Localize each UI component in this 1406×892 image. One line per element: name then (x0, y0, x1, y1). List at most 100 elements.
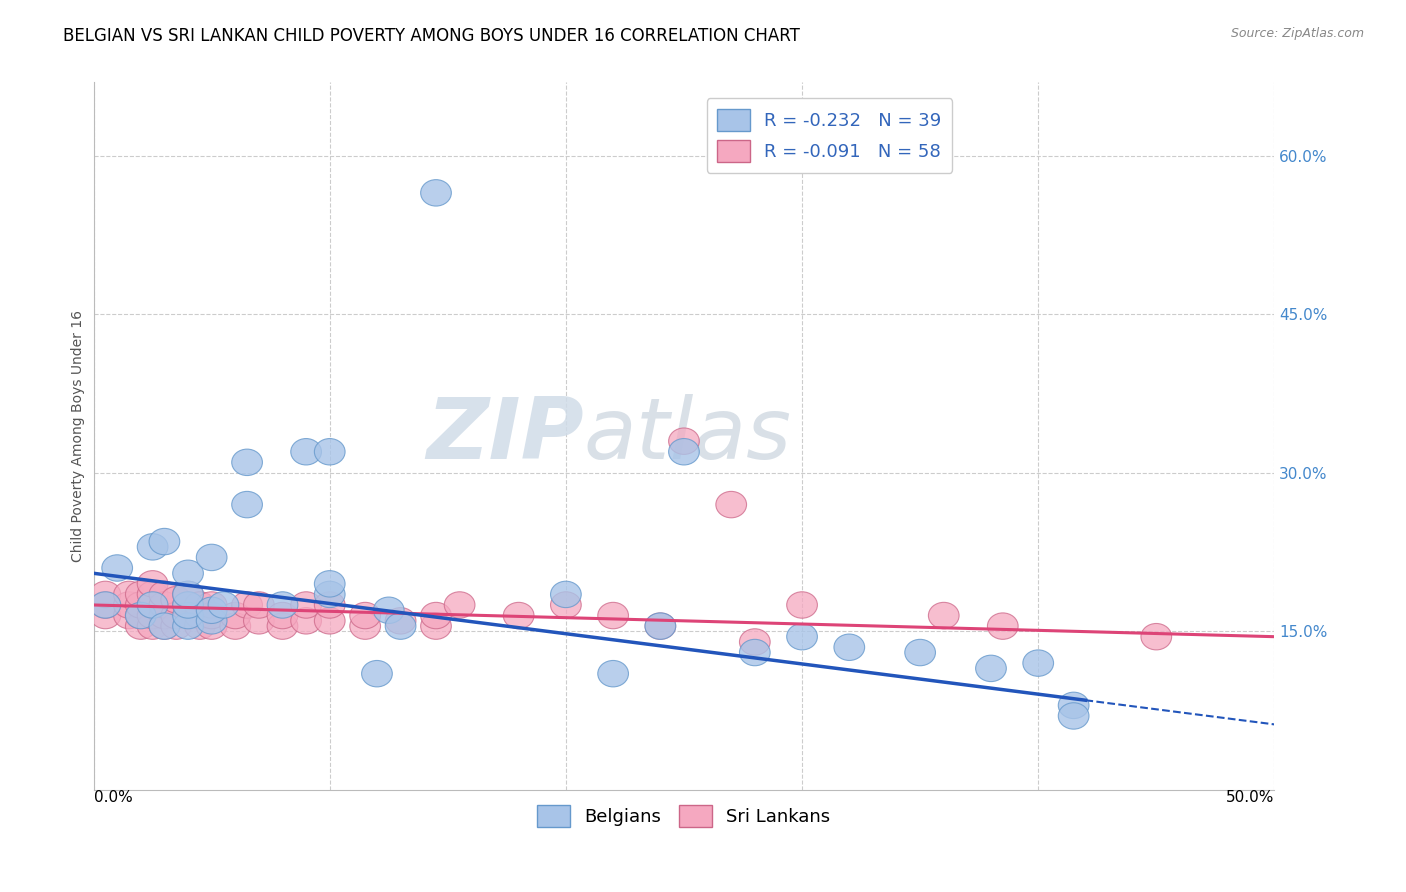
Ellipse shape (291, 439, 322, 465)
Ellipse shape (315, 607, 344, 634)
Ellipse shape (420, 602, 451, 629)
Ellipse shape (149, 591, 180, 618)
Ellipse shape (173, 602, 204, 629)
Ellipse shape (740, 629, 770, 656)
Ellipse shape (716, 491, 747, 517)
Legend: Belgians, Sri Lankans: Belgians, Sri Lankans (530, 797, 838, 834)
Ellipse shape (976, 656, 1007, 681)
Ellipse shape (197, 597, 226, 624)
Ellipse shape (1022, 650, 1053, 676)
Ellipse shape (1059, 692, 1090, 719)
Ellipse shape (149, 613, 180, 640)
Ellipse shape (101, 555, 132, 582)
Ellipse shape (385, 607, 416, 634)
Ellipse shape (197, 591, 226, 618)
Ellipse shape (787, 624, 817, 650)
Ellipse shape (243, 607, 274, 634)
Ellipse shape (787, 591, 817, 618)
Y-axis label: Child Poverty Among Boys Under 16: Child Poverty Among Boys Under 16 (72, 310, 86, 562)
Ellipse shape (138, 591, 167, 618)
Ellipse shape (669, 428, 699, 454)
Ellipse shape (905, 640, 935, 665)
Ellipse shape (374, 597, 404, 624)
Ellipse shape (208, 591, 239, 618)
Ellipse shape (350, 602, 381, 629)
Ellipse shape (149, 602, 180, 629)
Ellipse shape (232, 491, 263, 517)
Ellipse shape (740, 640, 770, 665)
Ellipse shape (219, 602, 250, 629)
Ellipse shape (125, 602, 156, 629)
Ellipse shape (173, 560, 204, 587)
Ellipse shape (184, 613, 215, 640)
Ellipse shape (138, 582, 167, 607)
Ellipse shape (420, 613, 451, 640)
Ellipse shape (125, 602, 156, 629)
Ellipse shape (267, 613, 298, 640)
Ellipse shape (243, 591, 274, 618)
Ellipse shape (173, 591, 204, 618)
Ellipse shape (197, 607, 226, 634)
Ellipse shape (598, 660, 628, 687)
Ellipse shape (138, 613, 167, 640)
Ellipse shape (184, 591, 215, 618)
Ellipse shape (420, 179, 451, 206)
Text: 0.0%: 0.0% (94, 790, 132, 805)
Ellipse shape (315, 571, 344, 597)
Ellipse shape (138, 591, 167, 618)
Text: BELGIAN VS SRI LANKAN CHILD POVERTY AMONG BOYS UNDER 16 CORRELATION CHART: BELGIAN VS SRI LANKAN CHILD POVERTY AMON… (63, 27, 800, 45)
Ellipse shape (173, 582, 204, 607)
Ellipse shape (114, 582, 145, 607)
Ellipse shape (219, 613, 250, 640)
Ellipse shape (987, 613, 1018, 640)
Ellipse shape (114, 591, 145, 618)
Text: Source: ZipAtlas.com: Source: ZipAtlas.com (1230, 27, 1364, 40)
Ellipse shape (173, 582, 204, 607)
Text: 50.0%: 50.0% (1226, 790, 1274, 805)
Ellipse shape (645, 613, 676, 640)
Ellipse shape (160, 613, 191, 640)
Ellipse shape (138, 533, 167, 560)
Ellipse shape (173, 613, 204, 640)
Ellipse shape (598, 602, 628, 629)
Ellipse shape (138, 602, 167, 629)
Text: atlas: atlas (583, 394, 792, 477)
Ellipse shape (551, 591, 581, 618)
Ellipse shape (125, 582, 156, 607)
Ellipse shape (149, 582, 180, 607)
Ellipse shape (232, 449, 263, 475)
Ellipse shape (267, 591, 298, 618)
Ellipse shape (90, 591, 121, 618)
Ellipse shape (834, 634, 865, 660)
Ellipse shape (267, 602, 298, 629)
Ellipse shape (90, 602, 121, 629)
Ellipse shape (1059, 703, 1090, 729)
Ellipse shape (232, 591, 263, 618)
Ellipse shape (385, 613, 416, 640)
Ellipse shape (138, 571, 167, 597)
Ellipse shape (149, 528, 180, 555)
Ellipse shape (90, 591, 121, 618)
Ellipse shape (160, 602, 191, 629)
Ellipse shape (125, 591, 156, 618)
Ellipse shape (149, 613, 180, 640)
Ellipse shape (291, 607, 322, 634)
Ellipse shape (444, 591, 475, 618)
Ellipse shape (197, 544, 226, 571)
Ellipse shape (197, 613, 226, 640)
Ellipse shape (361, 660, 392, 687)
Ellipse shape (160, 587, 191, 613)
Ellipse shape (114, 602, 145, 629)
Ellipse shape (350, 613, 381, 640)
Ellipse shape (184, 602, 215, 629)
Ellipse shape (645, 613, 676, 640)
Ellipse shape (90, 582, 121, 607)
Ellipse shape (1140, 624, 1171, 650)
Ellipse shape (503, 602, 534, 629)
Ellipse shape (197, 602, 226, 629)
Text: ZIP: ZIP (426, 394, 583, 477)
Ellipse shape (315, 439, 344, 465)
Ellipse shape (291, 591, 322, 618)
Ellipse shape (125, 613, 156, 640)
Ellipse shape (315, 582, 344, 607)
